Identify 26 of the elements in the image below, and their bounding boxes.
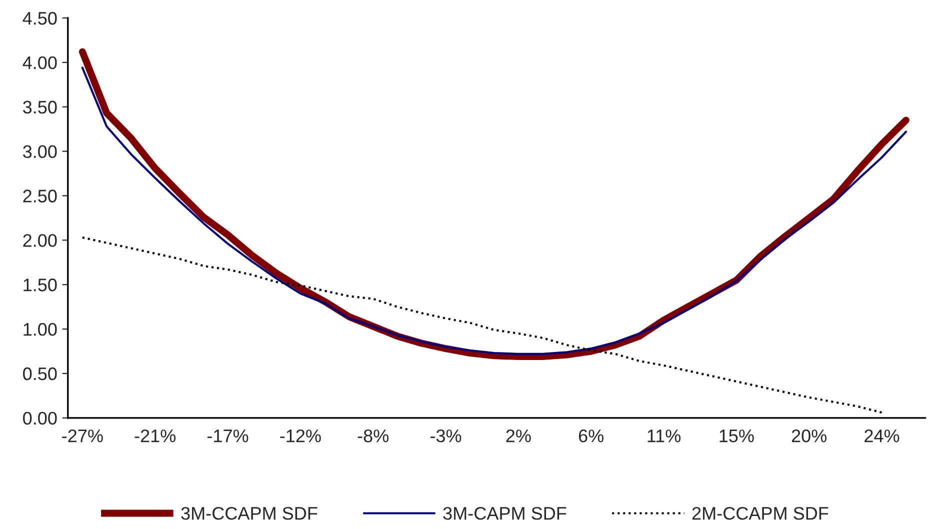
y-tick-label: 4.50 bbox=[22, 12, 57, 25]
x-tick-label: -3% bbox=[430, 430, 462, 442]
y-tick-label: 1.50 bbox=[24, 278, 57, 292]
y-tick-label: 2.50 bbox=[23, 190, 57, 202]
y-tick-label: 0.50 bbox=[23, 367, 57, 380]
y-tick-label: 3.00 bbox=[23, 145, 57, 158]
y-tick-label: 3.50 bbox=[23, 100, 57, 114]
x-tick-label: -8% bbox=[358, 430, 388, 442]
x-tick-label: -17% bbox=[207, 430, 248, 442]
y-tick-label: 2.00 bbox=[23, 234, 57, 247]
x-tick-label: 24% bbox=[864, 430, 900, 442]
x-tick-label: 6% bbox=[578, 430, 604, 442]
x-tick-label: 20% bbox=[792, 430, 827, 442]
x-tick-label: 2% bbox=[506, 430, 531, 442]
x-tick-label: -27% bbox=[62, 430, 103, 442]
legend-label: 3M-CAPM SDF bbox=[443, 506, 566, 520]
line-series bbox=[81, 236, 883, 414]
x-tick-label: 15% bbox=[720, 430, 754, 442]
x-tick-label: -12% bbox=[280, 430, 321, 442]
y-tick-label: 1.00 bbox=[24, 322, 57, 336]
legend-label: 3M-CCAPM SDF bbox=[181, 506, 318, 520]
legend-label: 2M-CCAPM SDF bbox=[692, 506, 828, 520]
y-tick-label: 0.00 bbox=[23, 412, 57, 425]
x-tick-label: -21% bbox=[134, 430, 176, 442]
y-tick-label: 4.00 bbox=[22, 56, 57, 70]
x-tick-label: 11% bbox=[648, 430, 681, 442]
